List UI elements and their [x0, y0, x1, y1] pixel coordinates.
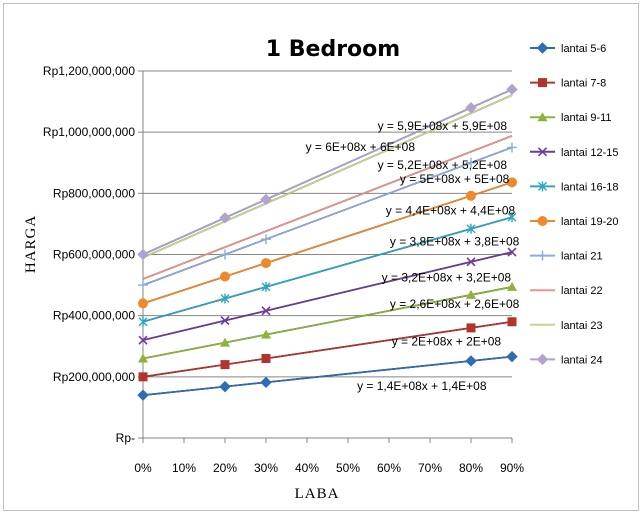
data-point — [261, 258, 271, 269]
data-point — [507, 212, 517, 223]
data-point — [219, 212, 231, 224]
data-point — [261, 306, 271, 316]
x-tick-label: 40% — [295, 461, 319, 475]
x-tick-label: 30% — [254, 461, 278, 475]
data-point — [219, 380, 231, 393]
data-point — [138, 298, 148, 309]
trendline-equation: y = 4,4E+08x + 4,4E+08 — [386, 204, 516, 218]
data-point — [260, 193, 272, 206]
series-line — [142, 135, 513, 280]
data-point — [261, 329, 271, 339]
data-point — [466, 223, 476, 234]
legend-label: lantai 21 — [561, 251, 603, 263]
x-tick-label: 0% — [134, 461, 152, 475]
data-point — [465, 355, 477, 367]
trendline-equation: y = 5E+08x + 5E+08 — [400, 172, 510, 186]
data-point — [137, 248, 149, 261]
data-point — [220, 315, 230, 326]
data-point — [507, 281, 517, 291]
data-point — [466, 190, 476, 201]
y-tick-label: Rp- — [116, 431, 135, 445]
data-point — [220, 360, 230, 370]
legend-swatch-marker — [538, 78, 547, 88]
data-point — [220, 337, 230, 347]
legend-label: lantai 12-15 — [561, 147, 619, 159]
data-point — [507, 177, 517, 188]
y-tick-label: Rp600,000,000 — [53, 248, 135, 262]
trendline-equation: y = 5,9E+08x + 5,9E+08 — [378, 119, 508, 133]
trendline-equation: y = 2E+08x + 2E+08 — [392, 335, 502, 349]
legend-label: lantai 16-18 — [561, 181, 619, 193]
data-point — [138, 335, 148, 345]
legend-label: lantai 9-11 — [561, 112, 612, 124]
series-line — [142, 320, 513, 378]
x-tick-label: 20% — [213, 461, 237, 475]
legend-label: lantai 7-8 — [561, 78, 606, 90]
line-chart: 1 Bedroom LABA HARGA Rp- Rp200,000,000 Rp4… — [23, 37, 619, 502]
trendline-equation: y = 2,6E+08x + 2,6E+08 — [390, 297, 520, 311]
legend-swatch-marker — [537, 112, 548, 122]
data-point — [507, 142, 517, 153]
data-point — [261, 353, 271, 363]
y-tick-label: Rp400,000,000 — [53, 309, 135, 323]
data-point — [466, 289, 476, 299]
trendline-equation: y = 6E+08x + 6E+08 — [306, 140, 416, 154]
y-tick-label: Rp1,200,000,000 — [43, 64, 135, 78]
data-point — [261, 234, 271, 245]
x-axis-title: LABA — [295, 486, 340, 502]
data-point — [220, 293, 230, 304]
data-point — [507, 317, 517, 327]
data-point — [137, 389, 149, 401]
trendline-equation: y = 5,2E+08x + 5,2E+08 — [378, 158, 508, 172]
y-tick-label: Rp1,000,000,000 — [43, 125, 135, 139]
legend-label: lantai 5-6 — [561, 43, 606, 55]
x-tick-label: 10% — [172, 461, 196, 475]
legend-swatch-marker — [537, 216, 548, 226]
y-tick-label: Rp200,000,000 — [53, 370, 135, 384]
data-point — [465, 101, 477, 114]
y-tick-label: Rp800,000,000 — [53, 186, 135, 200]
legend-swatch-marker — [536, 353, 549, 366]
trendline-equation: y = 3,2E+08x + 3,2E+08 — [382, 271, 512, 285]
data-point — [506, 83, 518, 96]
data-point — [138, 280, 148, 291]
legend-label: lantai 23 — [561, 320, 603, 332]
data-point — [466, 157, 476, 168]
trendline-equation: y = 1,4E+08x + 1,4E+08 — [357, 379, 487, 393]
legend-label: lantai 22 — [561, 285, 603, 297]
data-point — [507, 247, 517, 257]
legend-swatch-marker — [537, 250, 548, 261]
trendline-equation: y = 3,8E+08x + 3,8E+08 — [390, 234, 520, 248]
data-point — [220, 249, 230, 260]
data-point — [138, 372, 148, 382]
legend-swatch-marker — [538, 181, 547, 192]
legend-label: lantai 24 — [561, 354, 603, 366]
chart-frame: 1 Bedroom LABA HARGA Rp- Rp200,000,000 Rp4… — [3, 3, 639, 511]
data-point — [260, 376, 272, 389]
legend-swatch-marker — [536, 42, 549, 54]
x-tick-label: 90% — [500, 461, 524, 475]
x-tick-label: 50% — [336, 461, 360, 475]
x-tick-label: 80% — [459, 461, 483, 475]
chart-title: 1 Bedroom — [266, 37, 400, 62]
data-point — [261, 281, 271, 292]
y-axis-title: HARGA — [23, 215, 39, 273]
data-point — [220, 271, 230, 282]
data-point — [138, 316, 148, 327]
legend-label: lantai 19-20 — [561, 216, 619, 228]
data-point — [466, 257, 476, 267]
data-point — [466, 323, 476, 333]
data-point — [138, 353, 148, 363]
data-point — [506, 350, 518, 363]
x-tick-label: 60% — [377, 461, 401, 475]
x-tick-label: 70% — [418, 461, 442, 475]
legend-swatch-marker — [537, 147, 548, 157]
